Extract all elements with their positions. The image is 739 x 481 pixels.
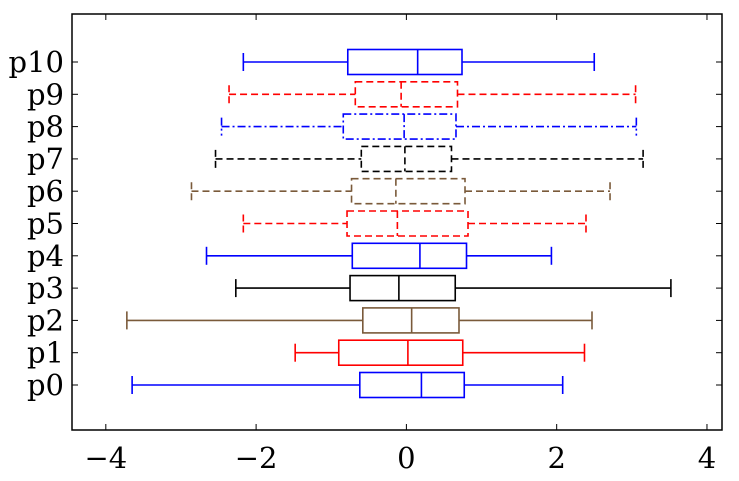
category-label-p9: p9	[27, 77, 64, 111]
plot-area	[126, 48, 672, 399]
box-p4	[205, 242, 553, 270]
box-p3	[235, 274, 672, 302]
x-tick-label: 4	[698, 441, 716, 475]
box-p2	[126, 307, 593, 334]
category-label-p4: p4	[27, 239, 64, 273]
box-iqr	[350, 177, 466, 205]
category-label-p3: p3	[27, 271, 64, 305]
box-p10	[242, 48, 596, 76]
box-p6	[190, 177, 611, 205]
box-iqr	[359, 371, 466, 399]
box-p9	[228, 81, 637, 108]
plot-frame	[71, 13, 723, 431]
category-label-p2: p2	[27, 303, 64, 337]
box-iqr	[346, 210, 469, 237]
box-iqr	[351, 242, 468, 270]
x-tick-label: −4	[84, 441, 127, 475]
box-iqr	[342, 113, 457, 140]
box-p5	[242, 210, 587, 237]
x-tick-label: 2	[547, 441, 565, 475]
x-tick-label: 0	[397, 441, 415, 475]
category-label-p0: p0	[27, 368, 64, 402]
category-label-p5: p5	[27, 207, 64, 241]
category-label-p6: p6	[27, 174, 64, 208]
category-label-p10: p10	[9, 45, 64, 79]
box-iqr	[346, 48, 463, 76]
category-label-p1: p1	[27, 336, 64, 370]
box-iqr	[360, 145, 453, 173]
box-iqr	[337, 339, 464, 367]
x-axis-ticks: −4 −2 0 2 4	[84, 14, 716, 475]
category-label-p8: p8	[27, 110, 64, 144]
category-label-p7: p7	[27, 142, 64, 176]
box-p7	[214, 145, 644, 173]
box-iqr	[354, 81, 459, 108]
box-iqr	[349, 274, 457, 302]
x-tick-label: −2	[235, 441, 278, 475]
box-p8	[220, 113, 638, 140]
box-p1	[294, 339, 586, 367]
box-p0	[131, 371, 564, 399]
